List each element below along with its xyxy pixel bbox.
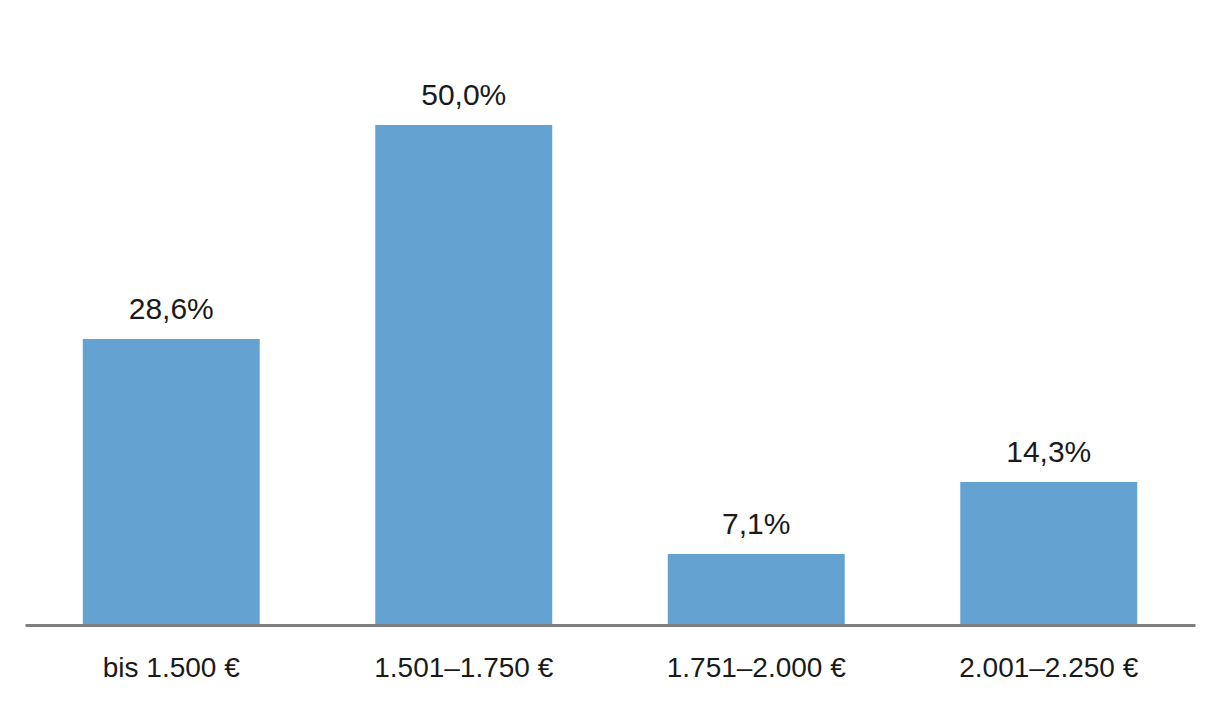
data-label: 28,6% <box>129 292 214 325</box>
bar <box>83 339 260 625</box>
chart: 28,6% 50,0% 7,1% 14,3% bis 1.500 € 1.501–1.75… <box>0 0 1231 712</box>
x-axis: bis 1.500 € 1.501–1.750 € 1.751–2.000 € 2.0… <box>26 626 1196 683</box>
x-tick-label: 1.501–1.750 € <box>374 652 553 683</box>
bars <box>83 125 1137 625</box>
x-tick: 1.751–2.000 € <box>667 652 846 683</box>
bar <box>375 125 552 625</box>
plot: 28,6% 50,0% 7,1% 14,3% bis 1.500 € 1.501–1.75… <box>26 78 1196 683</box>
data-label: 14,3% <box>1006 435 1091 468</box>
bar <box>668 554 845 625</box>
data-label: 50,0% <box>421 78 506 111</box>
x-tick: bis 1.500 € <box>103 652 240 683</box>
x-tick: 2.001–2.250 € <box>959 652 1138 683</box>
x-tick-label: 1.751–2.000 € <box>667 652 846 683</box>
bar <box>960 482 1137 625</box>
x-tick-label: bis 1.500 € <box>103 652 240 683</box>
x-axis-line <box>26 624 1196 627</box>
data-label: 7,1% <box>722 507 790 540</box>
x-tick-label: 2.001–2.250 € <box>959 652 1138 683</box>
data-labels: 28,6% 50,0% 7,1% 14,3% <box>129 78 1092 540</box>
x-tick: 1.501–1.750 € <box>374 652 553 683</box>
